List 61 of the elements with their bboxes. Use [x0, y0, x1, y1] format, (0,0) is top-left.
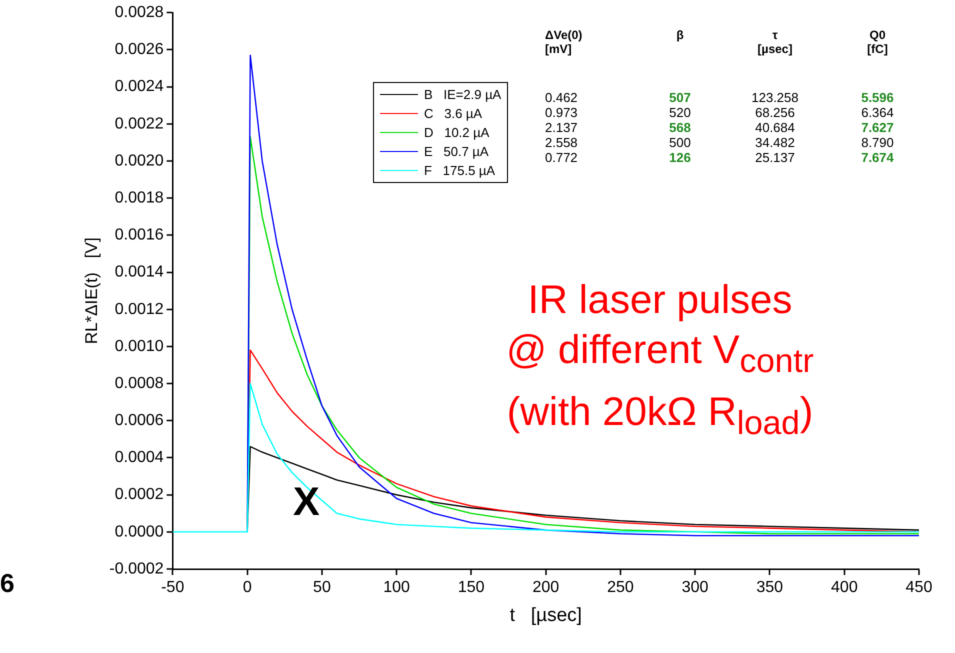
annotation: IR laser pulses @ different V$_{contr}$ (with 20kΩ R$_{load}$)	[505, 277, 815, 444]
annotation: 7.674	[860, 150, 895, 165]
x-tick-label: 300	[682, 579, 709, 596]
annotation: 0.772	[545, 150, 579, 165]
annotation: 568	[668, 120, 692, 135]
x-tick-label: 350	[756, 579, 784, 596]
annotation: τ [µsec]	[756, 28, 794, 58]
y-tick-label: 0.0000	[114, 523, 164, 540]
annotation: 40.684	[754, 120, 796, 135]
annotation: 2.137	[545, 120, 579, 135]
annotation: ΔVe(0) [mV]	[545, 28, 584, 58]
annotation: 6.364	[860, 105, 895, 120]
annotation: 7.627	[860, 120, 895, 135]
y-tick-label: 0.0014	[114, 264, 164, 281]
y-tick-label: 0.0022	[114, 115, 164, 132]
x-axis-title: t [µsec]	[510, 604, 582, 626]
y-tick-label: 0.0008	[114, 374, 164, 392]
annotation: 68.256	[754, 105, 796, 120]
x-tick-label: 450	[906, 579, 932, 596]
x-tick-label: 100	[383, 579, 410, 596]
annotation: 0.462	[545, 90, 579, 105]
annotation: β	[675, 28, 685, 44]
y-tick-label: 0.0002	[114, 486, 164, 504]
x-tick-label: -50	[161, 579, 184, 596]
annotation: 507	[668, 90, 692, 105]
y-tick-label: 0.0010	[114, 338, 164, 355]
annotation: Q0 [fC]	[866, 28, 889, 58]
x-tick-label: 200	[532, 579, 560, 596]
legend-label: B IE=2.9 µA	[424, 87, 502, 102]
y-axis-title: RL*ΔIE(t) [V]	[82, 237, 101, 344]
y-tick-label: 0.0028	[114, 4, 164, 22]
annotation: 500	[668, 135, 692, 150]
text: 6	[0, 568, 14, 599]
legend-label: F 175.5 µA	[424, 163, 496, 178]
y-tick-label: 0.0012	[114, 300, 164, 318]
y-tick-label: 0.0004	[114, 449, 164, 466]
x-tick-label: 400	[831, 579, 858, 596]
x-tick-label: 0	[242, 579, 252, 596]
y-tick-label: 0.0024	[114, 78, 164, 96]
annotation: 123.258	[750, 90, 800, 105]
annotation: 5.596	[860, 90, 895, 105]
annotation: X	[293, 480, 320, 524]
y-tick-label: 0.0018	[114, 189, 164, 206]
annotation: 34.482	[754, 135, 796, 150]
x-tick-label: 250	[607, 579, 634, 596]
y-tick-label: 0.0020	[114, 152, 164, 170]
annotation: 520	[668, 105, 692, 120]
annotation: 0.973	[545, 105, 579, 120]
legend-label: E 50.7 µA	[424, 144, 489, 159]
y-tick-label: 0.0026	[114, 41, 164, 58]
y-tick-label: 0.0006	[114, 412, 164, 430]
annotation: 8.790	[860, 135, 895, 150]
y-tick-label: 0.0016	[114, 226, 164, 244]
annotation: 2.558	[545, 135, 579, 150]
annotation: 25.137	[754, 150, 796, 165]
x-tick-label: 150	[458, 579, 485, 596]
legend-label: D 10.2 µA	[424, 125, 490, 140]
annotation: 126	[668, 150, 692, 165]
x-tick-label: 50	[313, 579, 331, 596]
y-tick-label: -0.0002	[109, 560, 164, 578]
legend-label: C 3.6 µA	[424, 106, 482, 121]
